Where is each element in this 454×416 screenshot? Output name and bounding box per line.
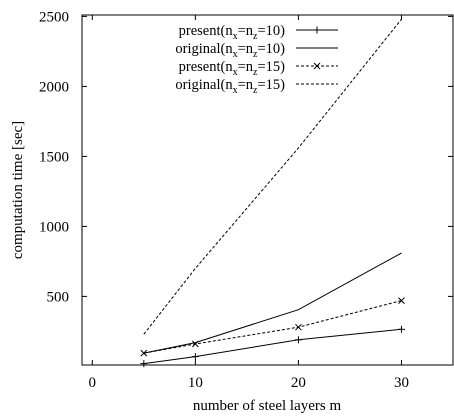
series-point-2 — [140, 349, 148, 357]
tick-marks — [82, 15, 453, 365]
series-point-0 — [191, 353, 199, 361]
y-axis-title: computation time [sec] — [10, 121, 26, 259]
y-tick-labels: 500 1000 1500 2000 2500 — [39, 9, 69, 305]
legend-label: present(nx=nz=10) — [179, 23, 286, 42]
series-point-0 — [397, 325, 405, 333]
series-line-0 — [143, 328, 402, 365]
legend-label: original(nx=nz=10) — [175, 41, 285, 60]
series-point-0 — [140, 360, 148, 368]
series-line-1 — [143, 252, 402, 354]
series-point-2 — [398, 297, 405, 304]
series-point-2 — [295, 323, 302, 331]
y-tick-label: 1000 — [39, 219, 69, 235]
x-tick-label: 10 — [188, 375, 203, 391]
y-tick-label: 1500 — [39, 149, 69, 165]
plot-frame — [81, 14, 454, 366]
legend-label: present(nx=nz=15) — [179, 59, 286, 78]
series-line-3 — [143, 18, 402, 335]
legend-marker — [313, 62, 321, 70]
legend-marker — [313, 26, 321, 34]
legend: present(nx=nz=10)original(nx=nz=10)prese… — [175, 23, 338, 96]
series-point-2 — [192, 340, 199, 348]
x-axis-title: number of steel layers m — [193, 398, 342, 414]
x-tick-label: 30 — [394, 375, 409, 391]
y-tick-label: 500 — [47, 289, 70, 305]
series-layer — [140, 18, 405, 368]
x-tick-label: 0 — [89, 375, 97, 391]
legend-label: original(nx=nz=15) — [175, 77, 285, 96]
series-line-2 — [143, 300, 402, 354]
series-point-0 — [294, 336, 302, 344]
y-tick-label: 2000 — [39, 79, 69, 95]
x-tick-labels: 0 10 20 30 — [89, 375, 409, 391]
x-tick-label: 20 — [291, 375, 306, 391]
y-tick-label: 2500 — [39, 9, 69, 25]
